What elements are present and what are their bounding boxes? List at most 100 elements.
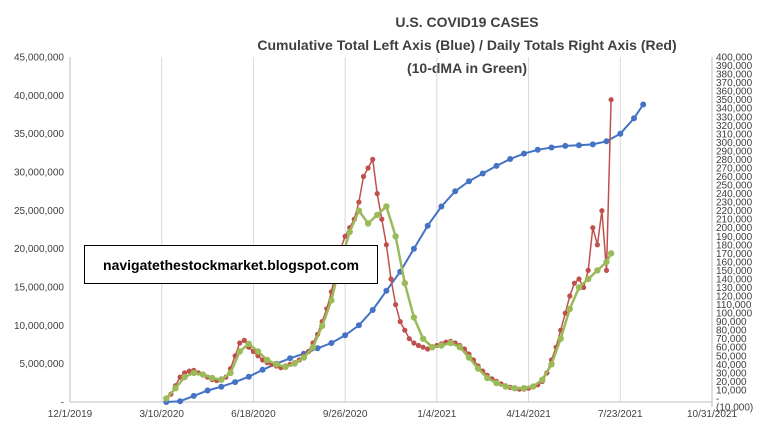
left-tick-label: 45,000,000 bbox=[14, 53, 64, 64]
data-point bbox=[567, 293, 573, 299]
data-point bbox=[424, 222, 431, 229]
left-tick-label: 10,000,000 bbox=[14, 321, 64, 332]
data-point bbox=[410, 245, 417, 252]
data-point bbox=[562, 310, 568, 316]
data-point bbox=[466, 178, 472, 185]
data-point bbox=[199, 371, 207, 378]
data-point bbox=[319, 322, 326, 330]
left-tick-label: 35,000,000 bbox=[14, 129, 64, 140]
left-tick-label: 15,000,000 bbox=[14, 283, 64, 294]
data-point bbox=[603, 258, 610, 266]
data-point bbox=[548, 361, 555, 368]
left-tick-label: 40,000,000 bbox=[14, 91, 64, 102]
data-point bbox=[374, 211, 381, 219]
right-tick-label: (10,000) bbox=[716, 403, 753, 414]
data-point bbox=[259, 366, 266, 373]
data-point bbox=[608, 97, 614, 103]
data-point bbox=[342, 233, 348, 239]
right-tick-label: 180,000 bbox=[716, 240, 753, 251]
data-point bbox=[411, 340, 417, 346]
data-point bbox=[393, 302, 399, 308]
data-point bbox=[402, 327, 408, 333]
data-point bbox=[581, 284, 587, 291]
data-point bbox=[415, 342, 422, 349]
data-point bbox=[245, 340, 252, 347]
x-tick-label: 4/14/2021 bbox=[506, 409, 551, 420]
watermark-box: navigatethestockmarket.blogspot.com bbox=[84, 245, 378, 284]
data-point bbox=[438, 342, 445, 349]
data-point bbox=[603, 267, 610, 273]
right-tick-label: 170,000 bbox=[716, 249, 753, 260]
right-tick-label: 30,000 bbox=[716, 368, 747, 379]
data-point bbox=[388, 276, 394, 282]
right-tick-label: 220,000 bbox=[716, 206, 753, 217]
data-point bbox=[227, 369, 234, 377]
right-tick-label: 40,000 bbox=[716, 360, 747, 371]
left-axis-ticks: - 5,000,000 10,000,000 15,000,000 20,000,000… bbox=[14, 53, 64, 409]
data-point bbox=[465, 354, 473, 361]
data-point bbox=[177, 398, 184, 405]
data-point bbox=[530, 383, 537, 390]
data-point bbox=[562, 142, 569, 149]
data-point bbox=[447, 339, 454, 347]
data-point bbox=[355, 207, 363, 214]
data-point bbox=[260, 357, 266, 363]
gridlines bbox=[161, 57, 713, 402]
right-tick-label: 140,000 bbox=[716, 274, 753, 285]
data-point bbox=[218, 376, 225, 383]
chart-subtitle-2: (10-dMA in Green) bbox=[407, 60, 527, 76]
data-point bbox=[360, 173, 367, 180]
data-point bbox=[241, 337, 247, 343]
data-point bbox=[181, 373, 188, 381]
left-tick-label: 25,000,000 bbox=[14, 206, 64, 217]
data-point bbox=[190, 392, 197, 399]
data-point bbox=[520, 385, 528, 392]
data-point bbox=[355, 322, 362, 329]
right-tick-label: 130,000 bbox=[716, 283, 753, 294]
right-tick-label: 340,000 bbox=[716, 104, 753, 115]
data-point bbox=[425, 346, 431, 352]
data-point bbox=[383, 203, 390, 210]
right-tick-label: 390,000 bbox=[716, 61, 753, 72]
chart-subtitle: Cumulative Total Left Axis (Blue) / Dail… bbox=[257, 37, 676, 53]
x-tick-label: 10/31/2021 bbox=[687, 409, 737, 420]
data-point bbox=[392, 233, 399, 240]
right-tick-label: 20,000 bbox=[716, 377, 747, 388]
data-point bbox=[401, 280, 408, 287]
data-point bbox=[163, 395, 170, 402]
right-tick-label: 270,000 bbox=[716, 163, 753, 174]
data-point bbox=[237, 340, 243, 346]
data-point bbox=[479, 170, 486, 177]
right-tick-label: 360,000 bbox=[716, 87, 753, 98]
left-tick-label: 20,000,000 bbox=[14, 244, 64, 255]
right-tick-label: 190,000 bbox=[716, 232, 753, 243]
data-point bbox=[534, 146, 541, 153]
data-point bbox=[309, 344, 317, 351]
data-point bbox=[420, 344, 426, 350]
data-point bbox=[287, 355, 294, 362]
right-tick-label: 400,000 bbox=[716, 53, 753, 64]
data-point bbox=[590, 225, 596, 231]
x-tick-label: 3/10/2020 bbox=[139, 409, 184, 420]
data-point bbox=[594, 242, 601, 248]
x-tick-label: 9/26/2020 bbox=[323, 409, 368, 420]
data-point bbox=[186, 368, 192, 374]
data-point bbox=[484, 374, 491, 382]
data-point bbox=[493, 162, 500, 169]
data-point bbox=[452, 188, 459, 195]
data-point bbox=[383, 287, 390, 294]
data-point bbox=[511, 385, 518, 392]
data-point bbox=[369, 307, 376, 313]
data-point bbox=[456, 344, 463, 351]
data-point bbox=[502, 383, 509, 390]
data-point bbox=[557, 335, 564, 342]
data-point bbox=[617, 130, 624, 137]
x-tick-label: 6/18/2020 bbox=[231, 409, 276, 420]
right-tick-label: 280,000 bbox=[716, 155, 753, 166]
x-tick-label: 1/4/2021 bbox=[417, 409, 456, 420]
left-tick-label: 5,000,000 bbox=[20, 359, 65, 370]
x-axis-ticks: 12/1/2019 3/10/2020 6/18/2020 9/26/2020 1/4/… bbox=[48, 409, 738, 420]
data-point bbox=[254, 348, 262, 355]
right-tick-label: 120,000 bbox=[716, 292, 753, 303]
data-point bbox=[594, 267, 601, 274]
